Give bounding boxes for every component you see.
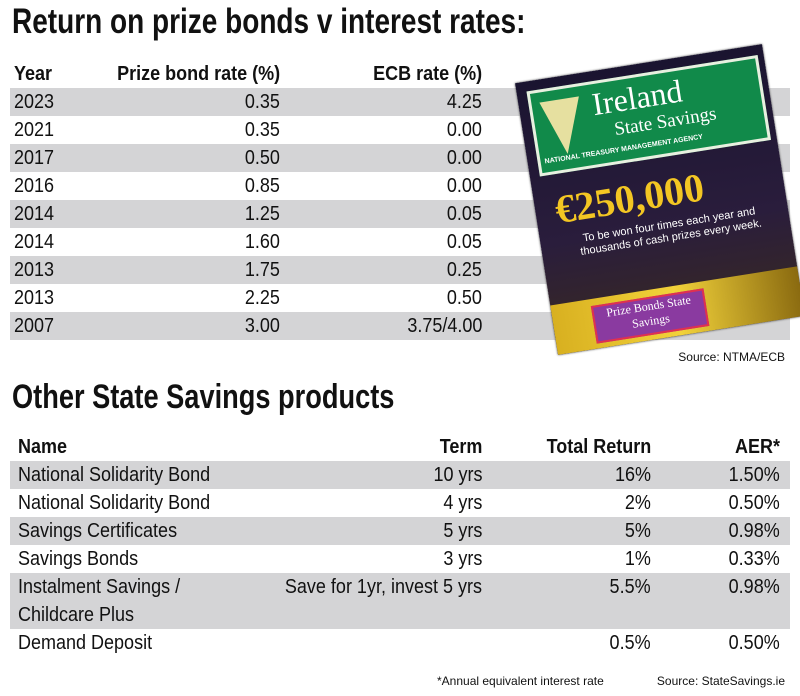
- table-cell: Savings Bonds: [18, 548, 139, 570]
- table-cell: 2021: [14, 119, 55, 141]
- table-row: Savings Certificates 5 yrs 5% 0.98%: [10, 517, 790, 545]
- table-cell: 0.50%: [728, 492, 780, 514]
- table-row: Instalment Savings / Childcare Plus Save …: [10, 573, 790, 629]
- table-cell: 0.50%: [728, 632, 780, 654]
- table-cell: Instalment Savings / Childcare Plus: [18, 576, 181, 626]
- table-cell: Save for 1yr, invest 5 yrs: [284, 576, 482, 598]
- table-row: 2013 2.25 0.50: [10, 284, 790, 312]
- footnote: *Annual equivalent interest rate: [437, 674, 604, 688]
- table-cell: 0.00: [446, 119, 482, 141]
- table-cell: 0.33%: [728, 548, 780, 570]
- table-cell: 5%: [624, 520, 651, 542]
- table-header-row: Year Prize bond rate (%) ECB rate (%): [10, 60, 790, 88]
- table-cell: 0.98%: [728, 520, 780, 542]
- table-cell: 2%: [624, 492, 651, 514]
- table-cell: 0.5%: [609, 632, 651, 654]
- table-cell: 0.00: [446, 175, 482, 197]
- table-cell: 2014: [14, 231, 55, 253]
- table-cell: 3.00: [244, 315, 280, 337]
- column-header: Total Return: [546, 436, 651, 458]
- table-row: National Solidarity Bond 4 yrs 2% 0.50%: [10, 489, 790, 517]
- table-cell: 0.05: [446, 231, 482, 253]
- prize-bonds-poster-image: Ireland State Savings NATIONAL TREASURY …: [515, 44, 800, 355]
- logo-v-icon: [539, 96, 588, 158]
- table-cell: 3 yrs: [442, 548, 482, 570]
- table-cell: 16%: [614, 464, 651, 486]
- table-cell: 2013: [14, 287, 55, 309]
- table-cell: 2023: [14, 91, 55, 113]
- table-cell: 0.50: [244, 147, 280, 169]
- table-cell: 0.35: [244, 91, 280, 113]
- table-cell: 3.75/4.00: [406, 315, 482, 337]
- table-cell: 1.50%: [728, 464, 780, 486]
- table-cell: 4 yrs: [442, 492, 482, 514]
- table-cell: National Solidarity Bond: [18, 464, 211, 486]
- table-cell: 5.5%: [609, 576, 651, 598]
- prize-bonds-title: Return on prize bonds v interest rates:: [12, 2, 526, 41]
- table-header-row: Name Term Total Return AER*: [10, 433, 790, 461]
- table-cell: 4.25: [446, 91, 482, 113]
- column-header: Name: [18, 436, 68, 458]
- column-header: Prize bond rate (%): [116, 63, 280, 85]
- table-cell: 2016: [14, 175, 55, 197]
- source-statesavings: Source: StateSavings.ie: [656, 674, 785, 688]
- table-cell: 1.25: [244, 203, 280, 225]
- table-row: Savings Bonds 3 yrs 1% 0.33%: [10, 545, 790, 573]
- table-row: National Solidarity Bond 10 yrs 16% 1.50%: [10, 461, 790, 489]
- table-cell: National Solidarity Bond: [18, 492, 211, 514]
- products-title: Other State Savings products: [12, 378, 395, 416]
- table-cell: 0.00: [446, 147, 482, 169]
- table-row: Demand Deposit 0.5% 0.50%: [10, 629, 790, 657]
- table-cell: 1.75: [244, 259, 280, 281]
- table-cell: Demand Deposit: [18, 632, 153, 654]
- table-cell: Savings Certificates: [18, 520, 178, 542]
- table-cell: 0.85: [244, 175, 280, 197]
- column-header: AER*: [734, 436, 780, 458]
- table-cell: 0.35: [244, 119, 280, 141]
- table-cell: 0.05: [446, 203, 482, 225]
- table-row: 2021 0.35 0.00: [10, 116, 790, 144]
- table-cell: 0.25: [446, 259, 482, 281]
- table-row: 2016 0.85 0.00: [10, 172, 790, 200]
- column-header: ECB rate (%): [372, 63, 482, 85]
- table-cell: 2007: [14, 315, 55, 337]
- table-cell: 1%: [624, 548, 651, 570]
- table-cell: 0.98%: [728, 576, 780, 598]
- column-header: Year: [14, 63, 53, 85]
- source-ntma: Source: NTMA/ECB: [678, 350, 785, 364]
- table-cell: 2017: [14, 147, 55, 169]
- table-cell: 5 yrs: [442, 520, 482, 542]
- table-cell: 2.25: [244, 287, 280, 309]
- table-cell: 0.50: [446, 287, 482, 309]
- column-header: Term: [439, 436, 482, 458]
- table-cell: 10 yrs: [432, 464, 482, 486]
- table-cell: 2014: [14, 203, 55, 225]
- table-row: 2014 1.60 0.05: [10, 228, 790, 256]
- table-cell: 2013: [14, 259, 55, 281]
- table-cell: 1.60: [244, 231, 280, 253]
